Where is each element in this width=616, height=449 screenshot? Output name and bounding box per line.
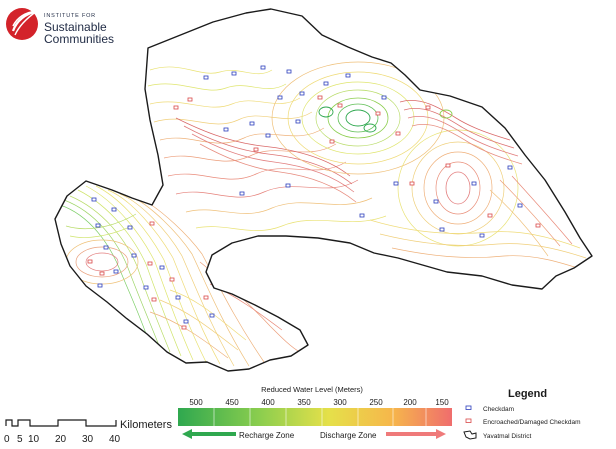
color-scale-tick-450: 450 xyxy=(225,398,239,407)
legend-item-checkdam-label: Checkdam xyxy=(483,406,514,413)
scale-tick-40: 40 xyxy=(109,434,121,445)
water-level-color-scale: Reduced Water Level (Meters) 500 450 400… xyxy=(178,385,452,440)
color-scale-gradient-bar xyxy=(178,408,452,426)
discharge-arrow-icon xyxy=(386,429,446,439)
color-scale-tick-300: 300 xyxy=(333,398,347,407)
legend-title: Legend xyxy=(508,388,547,400)
legend-item-damaged-label: Encroached/Damaged Checkdam xyxy=(483,419,581,426)
logo-name-line-2: Communities xyxy=(44,32,114,46)
scale-tick-0: 0 xyxy=(4,434,10,445)
logo-mark-icon xyxy=(6,8,38,40)
district-map xyxy=(54,8,593,372)
scale-tick-10: 10 xyxy=(28,434,40,445)
color-scale-tick-250: 250 xyxy=(369,398,383,407)
color-scale-tick-500: 500 xyxy=(189,398,203,407)
damaged-checkdam-icon xyxy=(465,418,472,423)
color-scale-tick-350: 350 xyxy=(297,398,311,407)
color-scale-tick-400: 400 xyxy=(261,398,275,407)
scale-tick-30: 30 xyxy=(82,434,94,445)
checkdam-markers xyxy=(91,65,523,324)
district-boundary xyxy=(54,8,593,372)
scale-tick-20: 20 xyxy=(55,434,67,445)
recharge-arrow-icon xyxy=(182,429,236,439)
district-boundary-icon xyxy=(463,430,477,440)
district-fill xyxy=(55,9,592,371)
color-scale-dividers xyxy=(213,408,427,426)
scale-bar: Kilometers 0 5 10 20 30 40 xyxy=(4,419,172,445)
color-scale-tick-150: 150 xyxy=(435,398,449,407)
discharge-zone-label: Discharge Zone xyxy=(320,431,377,440)
scale-bar-ruler xyxy=(5,419,117,427)
map-legend: Legend Checkdam Encroached/Damaged Check… xyxy=(463,388,581,440)
institute-logo: INSTITUTE FOR Sustainable Communities xyxy=(6,8,114,46)
damaged-checkdam-markers xyxy=(87,95,541,330)
logo-name-line-1: Sustainable xyxy=(44,20,107,34)
logo-institute-line: INSTITUTE FOR xyxy=(44,13,96,19)
scale-tick-5: 5 xyxy=(17,434,23,445)
color-scale-tick-200: 200 xyxy=(403,398,417,407)
scale-unit-label: Kilometers xyxy=(120,419,172,431)
checkdam-icon xyxy=(465,405,472,410)
color-scale-title: Reduced Water Level (Meters) xyxy=(261,385,363,394)
legend-item-district-label: Yavatmal District xyxy=(483,433,531,440)
recharge-zone-label: Recharge Zone xyxy=(239,431,295,440)
